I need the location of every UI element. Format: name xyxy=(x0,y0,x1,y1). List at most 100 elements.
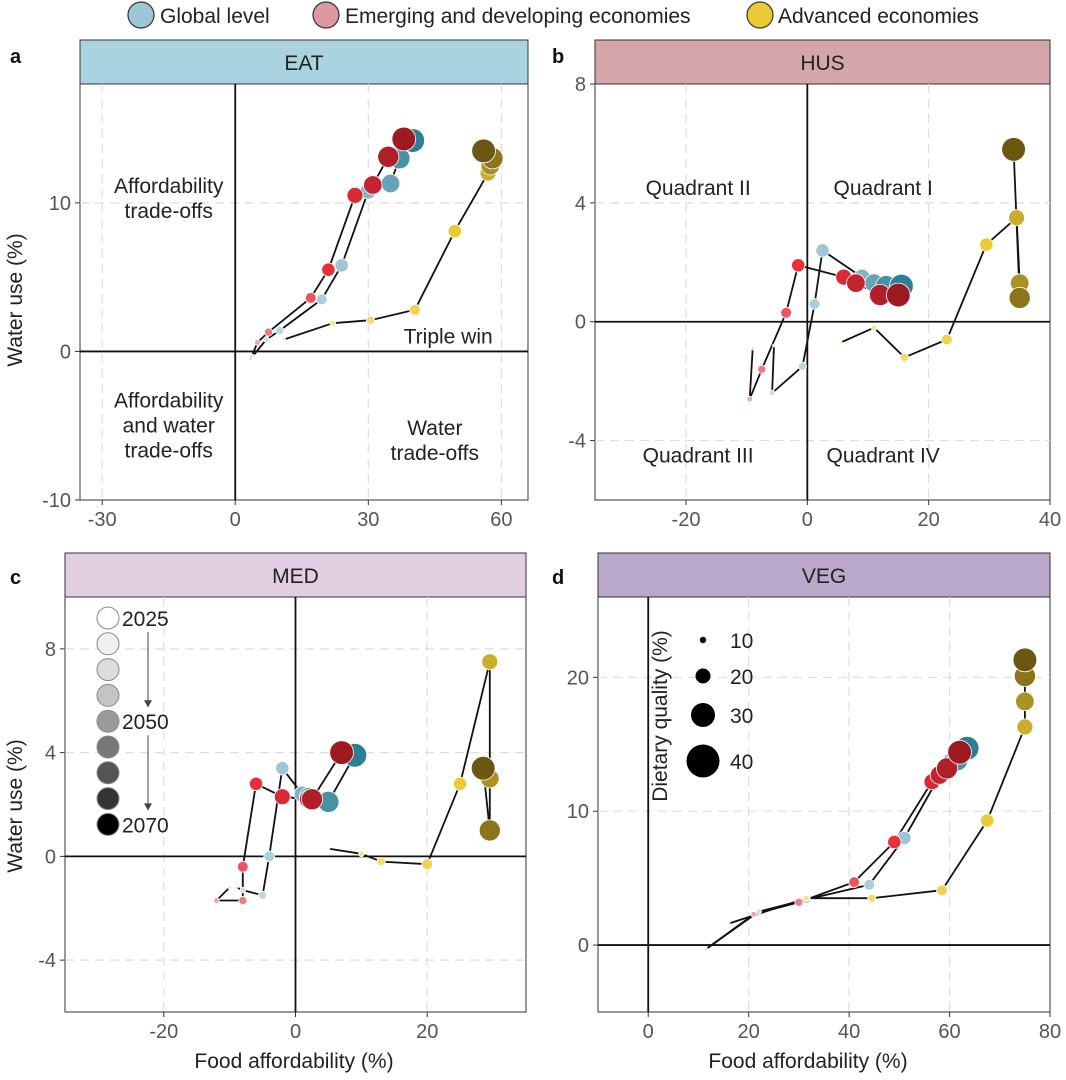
data-point-emerging xyxy=(227,885,232,890)
year-swatch xyxy=(96,683,120,707)
year-label: 2025 xyxy=(122,608,169,631)
y-tick-label: 4 xyxy=(45,743,56,765)
y-tick-label: 0 xyxy=(45,846,56,868)
data-point-emerging xyxy=(887,834,902,850)
y-tick-label: -4 xyxy=(38,950,56,972)
data-point-emerging xyxy=(750,346,755,351)
data-point-advanced xyxy=(899,352,909,362)
size-swatch xyxy=(686,744,720,778)
y-tick-label: 0 xyxy=(60,341,71,363)
data-point-advanced xyxy=(941,333,953,346)
size-label: 30 xyxy=(730,705,753,728)
panel-tag: a xyxy=(10,46,22,68)
year-label: 2050 xyxy=(122,711,169,734)
data-point-advanced xyxy=(870,324,878,331)
x-tick-label: 20 xyxy=(738,1021,760,1043)
x-tick-label: 0 xyxy=(802,509,813,531)
data-point-global xyxy=(251,353,255,358)
data-point-global xyxy=(263,850,276,863)
panel-d: VEG d 0 20 40 60 80 0 10 20 xyxy=(552,552,1061,1043)
data-point-advanced xyxy=(726,921,731,926)
data-point-emerging xyxy=(936,757,959,780)
data-point-global xyxy=(234,885,239,890)
x-tick-label: 40 xyxy=(838,1021,860,1043)
panel-strip xyxy=(79,39,529,85)
data-point-global xyxy=(334,258,349,273)
year-swatch xyxy=(96,787,120,811)
size-swatch xyxy=(691,703,715,727)
data-point-emerging xyxy=(346,186,364,204)
x-tick-label: 0 xyxy=(290,1021,301,1043)
annotation: Quadrant IV xyxy=(827,444,940,467)
year-swatch xyxy=(96,606,120,630)
data-point-global xyxy=(315,293,328,306)
data-point-emerging xyxy=(300,788,323,811)
data-point-advanced xyxy=(376,857,386,867)
data-point-advanced xyxy=(409,303,421,316)
data-point-advanced xyxy=(481,653,499,671)
data-point-emerging xyxy=(780,306,792,319)
plot-area xyxy=(594,83,1051,501)
legend-swatch-advanced xyxy=(746,1,774,29)
size-legend: Dietary quality (%) 10 20 30 40 xyxy=(649,630,753,802)
y-tick-label: -4 xyxy=(568,431,586,453)
y-axis-title-bottom: Water use (%) xyxy=(4,739,27,872)
data-point-advanced xyxy=(979,237,994,252)
annotation: Affordability xyxy=(114,390,224,413)
data-point-global xyxy=(239,886,246,894)
data-point-emerging xyxy=(238,896,248,906)
data-point-advanced xyxy=(838,340,843,345)
annotation: Triple win xyxy=(404,326,493,349)
data-point-emerging xyxy=(329,740,354,765)
data-point-global xyxy=(798,361,808,371)
x-tick-label: 20 xyxy=(416,1021,438,1043)
legend-label-advanced: Advanced economies xyxy=(778,5,979,28)
data-point-emerging xyxy=(248,776,264,791)
size-label: 20 xyxy=(730,666,753,689)
data-point-global xyxy=(263,336,270,343)
size-swatch xyxy=(699,636,707,644)
legend-swatch-global xyxy=(127,1,155,29)
y-tick-label: 20 xyxy=(567,667,589,689)
data-point-global xyxy=(258,890,268,900)
data-point-emerging xyxy=(885,282,911,308)
year-swatch xyxy=(96,735,120,759)
data-point-global xyxy=(772,343,776,348)
annotation: Quadrant I xyxy=(834,177,933,200)
panel-strip xyxy=(64,552,527,598)
data-point-emerging xyxy=(947,739,972,765)
x-tick-label: 0 xyxy=(230,509,241,531)
y-tick-label: -10 xyxy=(42,490,71,512)
data-point-global xyxy=(863,878,875,891)
panel-title: HUS xyxy=(800,52,844,75)
data-point-emerging xyxy=(704,947,708,951)
data-point-advanced xyxy=(980,813,995,828)
panel-strip xyxy=(594,39,1051,85)
data-point-advanced xyxy=(478,819,501,842)
panel-title: EAT xyxy=(284,52,323,75)
data-point-emerging xyxy=(791,258,806,273)
x-axis-title-left: Food affordability (%) xyxy=(194,1050,393,1073)
data-point-emerging xyxy=(263,327,273,337)
y-tick-label: 0 xyxy=(578,935,589,957)
data-point-advanced xyxy=(365,315,375,325)
year-swatch xyxy=(96,658,120,682)
year-label: 2070 xyxy=(122,814,169,837)
data-point-advanced xyxy=(1008,286,1031,309)
y-tick-label: 8 xyxy=(575,74,586,96)
x-tick-label: 60 xyxy=(490,509,512,531)
data-point-advanced xyxy=(1001,137,1026,162)
data-point-emerging xyxy=(248,356,253,361)
legend-label-global: Global level xyxy=(160,5,270,28)
size-legend-title: Dietary quality (%) xyxy=(649,630,672,802)
data-point-advanced xyxy=(803,895,810,902)
data-point-advanced xyxy=(326,846,331,851)
data-point-advanced xyxy=(470,755,496,781)
data-point-advanced xyxy=(1015,691,1035,712)
data-point-advanced xyxy=(447,224,462,239)
panel-c: MED c -20 0 20 -4 0 4 8 xyxy=(10,552,527,1043)
annotation: trade-offs xyxy=(125,200,213,223)
x-tick-label: 20 xyxy=(918,509,940,531)
x-tick-label: 60 xyxy=(938,1021,960,1043)
